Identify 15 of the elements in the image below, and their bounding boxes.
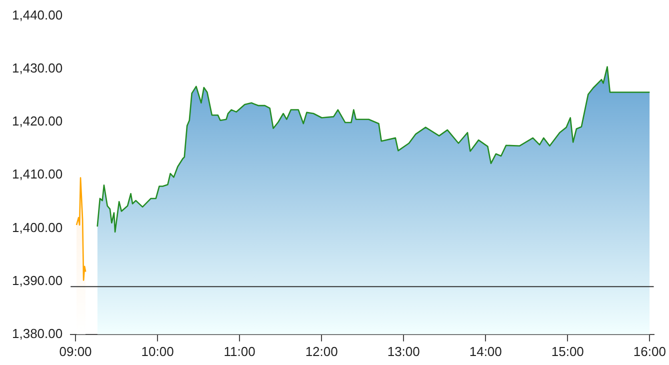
x-tick-label: 09:00 xyxy=(59,344,92,359)
x-tick-label: 16:00 xyxy=(633,344,666,359)
y-tick-label: 1,420.00 xyxy=(12,114,63,129)
y-tick-label: 1,400.00 xyxy=(12,220,63,235)
x-tick-label: 10:00 xyxy=(141,344,174,359)
y-tick-label: 1,410.00 xyxy=(12,166,63,182)
x-tick-label: 13:00 xyxy=(387,344,420,359)
x-tick-label: 15:00 xyxy=(551,344,584,359)
y-tick-label: 1,380.00 xyxy=(12,326,63,341)
y-tick-label: 1,390.00 xyxy=(12,272,63,288)
y-tick-label: 1,430.00 xyxy=(12,60,63,76)
y-tick-label: 1,440.00 xyxy=(12,7,63,22)
x-tick-label: 11:00 xyxy=(224,344,256,359)
x-tick-label: 12:00 xyxy=(305,344,338,359)
x-tick-label: 14:00 xyxy=(469,344,502,359)
